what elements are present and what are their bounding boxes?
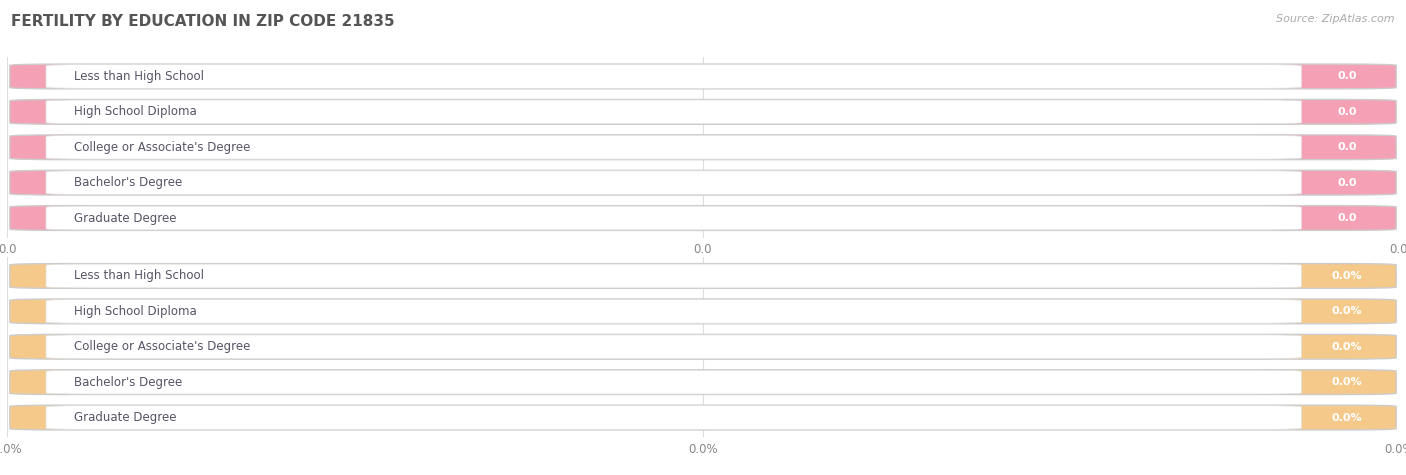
- Text: Less than High School: Less than High School: [75, 269, 204, 283]
- FancyBboxPatch shape: [46, 135, 1302, 159]
- Text: 0.0: 0.0: [1337, 213, 1357, 223]
- FancyBboxPatch shape: [46, 335, 1302, 359]
- Text: Source: ZipAtlas.com: Source: ZipAtlas.com: [1277, 14, 1395, 24]
- FancyBboxPatch shape: [46, 100, 1302, 124]
- Text: High School Diploma: High School Diploma: [75, 105, 197, 118]
- FancyBboxPatch shape: [46, 264, 1302, 288]
- Text: 0.0%: 0.0%: [1331, 377, 1362, 387]
- FancyBboxPatch shape: [46, 406, 1302, 429]
- Text: Bachelor's Degree: Bachelor's Degree: [75, 376, 183, 389]
- FancyBboxPatch shape: [10, 405, 1396, 430]
- FancyBboxPatch shape: [10, 264, 1396, 288]
- FancyBboxPatch shape: [10, 64, 1396, 89]
- FancyBboxPatch shape: [10, 334, 1396, 359]
- Text: 0.0%: 0.0%: [1331, 306, 1362, 316]
- FancyBboxPatch shape: [10, 370, 1396, 395]
- FancyBboxPatch shape: [46, 206, 1302, 230]
- Text: Graduate Degree: Graduate Degree: [75, 411, 176, 424]
- Text: 0.0: 0.0: [1337, 178, 1357, 188]
- FancyBboxPatch shape: [10, 135, 1396, 160]
- FancyBboxPatch shape: [46, 300, 1302, 323]
- FancyBboxPatch shape: [10, 170, 1396, 195]
- Text: 0.0: 0.0: [1337, 71, 1357, 82]
- FancyBboxPatch shape: [10, 299, 1396, 324]
- Text: 0.0%: 0.0%: [1331, 271, 1362, 281]
- FancyBboxPatch shape: [10, 206, 1396, 230]
- Text: Less than High School: Less than High School: [75, 70, 204, 83]
- Text: College or Associate's Degree: College or Associate's Degree: [75, 141, 250, 154]
- Text: College or Associate's Degree: College or Associate's Degree: [75, 340, 250, 353]
- Text: 0.0%: 0.0%: [1331, 342, 1362, 352]
- Text: Graduate Degree: Graduate Degree: [75, 211, 176, 225]
- Text: 0.0: 0.0: [1337, 107, 1357, 117]
- FancyBboxPatch shape: [46, 370, 1302, 394]
- FancyBboxPatch shape: [46, 65, 1302, 88]
- Text: FERTILITY BY EDUCATION IN ZIP CODE 21835: FERTILITY BY EDUCATION IN ZIP CODE 21835: [11, 14, 395, 29]
- Text: Bachelor's Degree: Bachelor's Degree: [75, 176, 183, 189]
- FancyBboxPatch shape: [46, 171, 1302, 194]
- Text: 0.0: 0.0: [1337, 142, 1357, 152]
- FancyBboxPatch shape: [10, 99, 1396, 124]
- Text: 0.0%: 0.0%: [1331, 412, 1362, 423]
- Text: High School Diploma: High School Diploma: [75, 305, 197, 318]
